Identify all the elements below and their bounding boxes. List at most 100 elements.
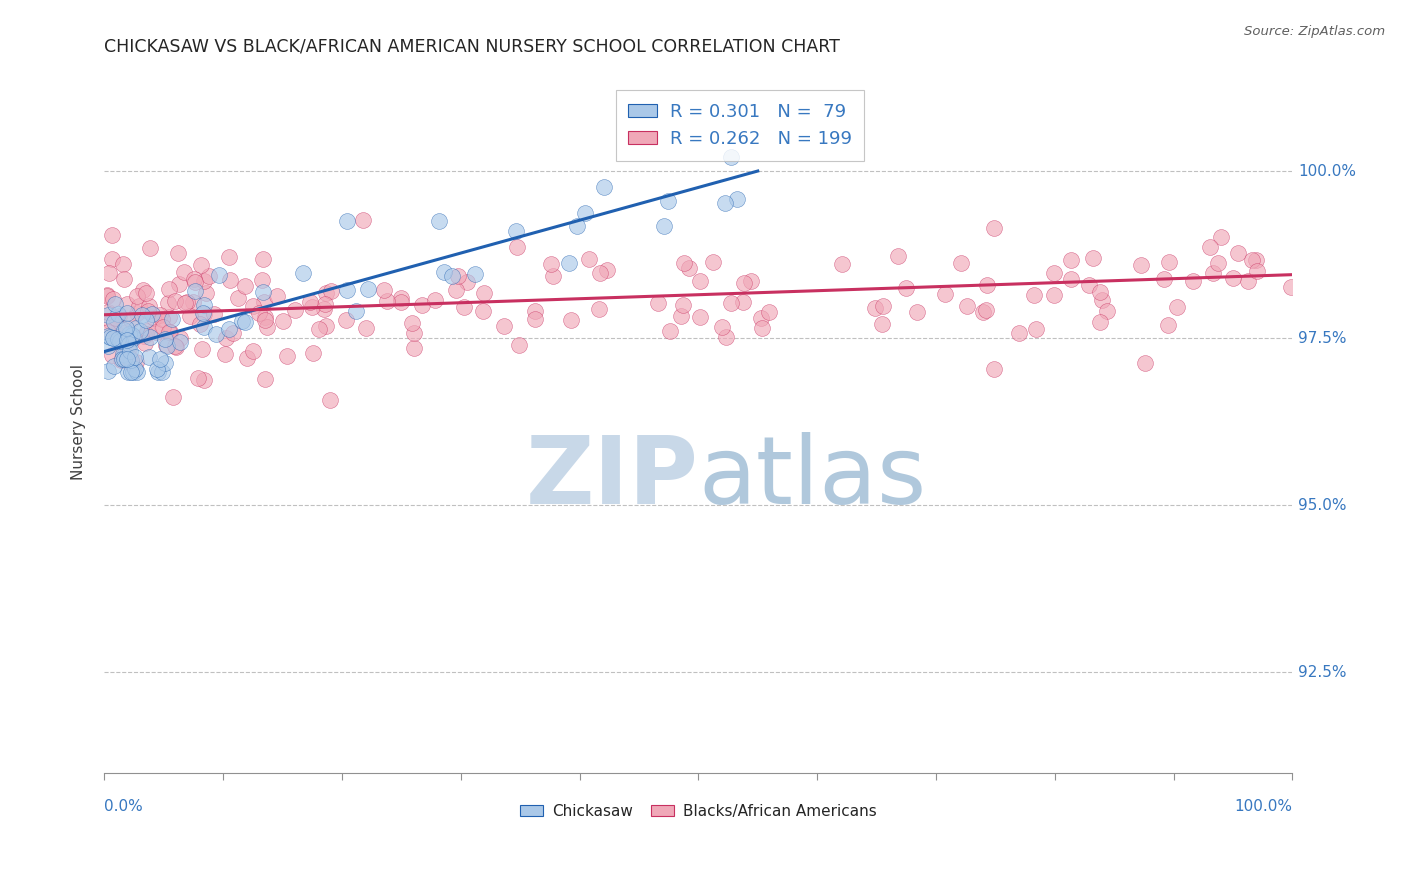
Point [1222,271,1244,285]
Point [118,326,141,341]
Point [97,339,120,353]
Point [136,325,159,339]
Point [139,241,162,255]
Point [181,295,204,310]
Point [146,362,169,376]
Point [97,364,120,378]
Point [1209,230,1232,244]
Point [1077,278,1099,293]
Point [107,332,129,346]
Point [749,310,772,325]
Point [271,314,294,328]
Point [574,206,596,220]
Point [725,192,748,206]
Point [1133,356,1156,370]
Text: 92.5%: 92.5% [1298,665,1347,680]
Point [183,272,205,286]
Point [751,321,773,335]
Point [1060,272,1083,286]
Y-axis label: Nursery School: Nursery School [72,364,86,480]
Point [494,318,516,333]
Point [389,295,412,310]
Point [124,362,146,376]
Point [173,264,195,278]
Point [336,214,359,228]
Point [165,340,187,354]
Point [184,284,207,298]
Point [101,252,124,267]
Point [152,320,174,334]
Point [112,348,135,362]
Point [558,256,581,270]
Point [156,339,179,353]
Point [242,299,264,313]
Point [197,268,219,283]
Point [863,301,886,315]
Point [122,331,145,345]
Point [1199,240,1222,254]
Point [112,347,135,361]
Point [266,289,288,303]
Point [389,291,412,305]
Point [671,310,693,324]
Point [97,325,120,339]
Point [121,327,143,342]
Point [101,348,124,362]
Point [402,326,425,340]
Point [1202,266,1225,280]
Point [134,336,156,351]
Point [146,365,169,379]
Point [250,273,273,287]
Point [179,309,201,323]
Point [720,296,742,310]
Point [453,300,475,314]
Point [174,295,197,310]
Point [167,245,190,260]
Point [689,310,711,324]
Point [508,337,530,351]
Point [319,392,342,407]
Point [301,300,323,314]
Point [254,310,277,325]
Point [506,240,529,254]
Text: 97.5%: 97.5% [1298,331,1347,346]
Point [377,293,399,308]
Point [242,344,264,359]
Text: 0.0%: 0.0% [104,799,143,814]
Point [120,356,142,370]
Point [193,373,215,387]
Point [124,351,146,365]
Point [540,257,562,271]
Point [188,318,211,332]
Point [733,294,755,309]
Point [714,195,737,210]
Point [127,289,149,303]
Point [1206,256,1229,270]
Point [215,331,238,345]
Point [983,220,1005,235]
Point [112,351,135,366]
Point [472,286,495,301]
Point [115,320,138,334]
Point [1043,287,1066,301]
Text: 100.0%: 100.0% [1234,799,1292,814]
Point [402,342,425,356]
Point [100,228,122,243]
Point [1025,322,1047,336]
Point [253,312,276,326]
Point [886,249,908,263]
Point [120,313,142,327]
Point [190,258,212,272]
Point [218,322,240,336]
Point [100,315,122,329]
Point [105,333,128,347]
Point [1130,258,1153,272]
Point [905,305,928,319]
Point [190,342,212,356]
Point [157,296,180,310]
Point [167,277,190,292]
Point [256,320,278,334]
Point [226,291,249,305]
Point [169,331,191,345]
Point [934,286,956,301]
